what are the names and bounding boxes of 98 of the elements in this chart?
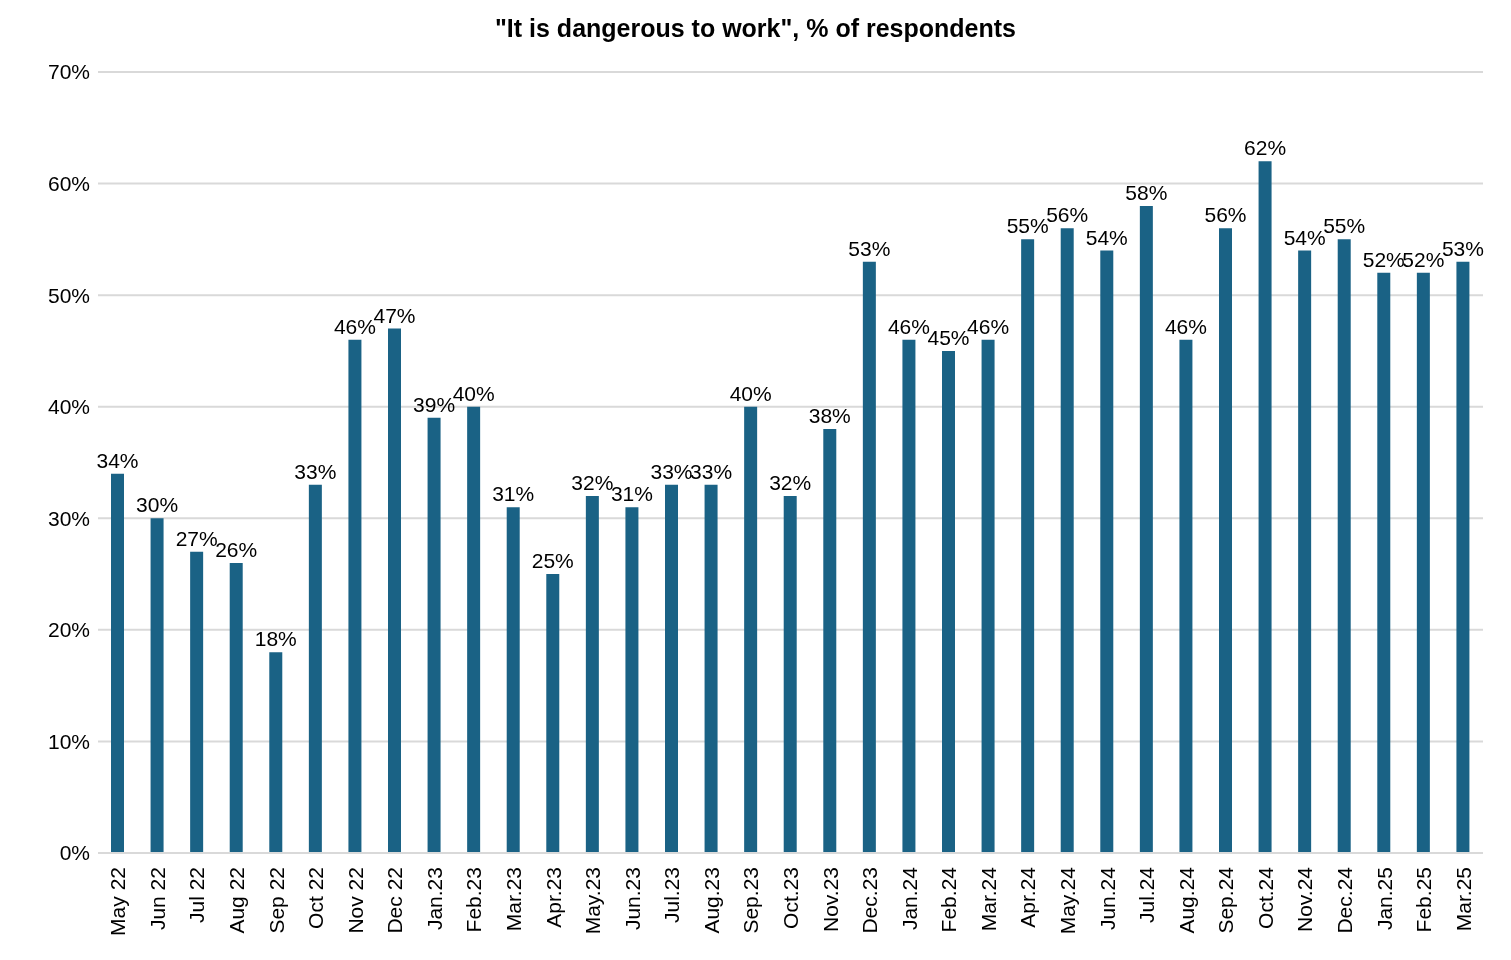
x-tick-label: Sep.23 (739, 867, 763, 934)
bar (902, 339, 916, 853)
data-label: 46% (887, 314, 930, 338)
x-tick-label: Oct 22 (304, 867, 328, 929)
x-tick-label: Jan.24 (897, 866, 921, 931)
data-label: 58% (1125, 180, 1168, 204)
data-label: 54% (1085, 225, 1128, 249)
chart-title: "It is dangerous to work", % of respondents (494, 13, 1017, 44)
y-tick-label: 70% (47, 60, 90, 84)
data-label: 30% (136, 493, 179, 517)
bar (1021, 239, 1035, 853)
bar (1258, 161, 1272, 853)
x-tick-label: Oct.23 (779, 867, 802, 929)
x-tick-label: Jul.23 (660, 867, 684, 924)
bar (427, 417, 441, 853)
bar (546, 574, 560, 853)
data-label: 34% (96, 448, 139, 472)
x-tick-label: Mar.25 (1451, 867, 1475, 932)
bar (704, 484, 718, 853)
data-label: 31% (492, 482, 535, 506)
bar (506, 507, 520, 853)
data-label: 40% (729, 381, 772, 405)
y-tick-label: 60% (47, 172, 90, 196)
x-tick-label: Aug 22 (225, 867, 248, 934)
x-tick-label: Dec.23 (858, 867, 882, 934)
x-tick-label: Mar.23 (502, 867, 525, 932)
x-tick-label: May 22 (106, 867, 130, 936)
bar (1456, 261, 1470, 853)
x-tick-label: Jan.23 (422, 867, 446, 931)
y-tick-label: 10% (47, 729, 90, 753)
x-tick-label: May.24 (1056, 866, 1079, 935)
bar (942, 350, 955, 853)
bar (111, 473, 124, 853)
data-label: 38% (808, 404, 851, 428)
data-label: 53% (848, 236, 891, 260)
data-label: 18% (254, 627, 297, 651)
x-tick-label: Apr.23 (541, 867, 565, 928)
x-tick-label: Jul.24 (1135, 866, 1159, 924)
bar (665, 484, 678, 853)
bar (190, 551, 204, 853)
x-tick-label: Aug.23 (699, 867, 723, 934)
bar (1219, 228, 1232, 853)
bar (269, 652, 283, 853)
bar (1298, 250, 1312, 853)
x-tick-label: Nov.23 (818, 867, 842, 932)
x-tick-label: Feb.24 (937, 866, 961, 933)
data-label: 25% (531, 549, 574, 573)
bar (625, 507, 639, 853)
bar (308, 484, 322, 853)
x-tick-label: Sep.24 (1214, 866, 1238, 934)
x-tick-label: Jul 22 (185, 867, 209, 924)
bar (744, 406, 758, 853)
x-tick-label: Feb.25 (1412, 867, 1436, 933)
y-tick-label: 0% (59, 841, 90, 865)
y-tick-label: 40% (47, 395, 90, 419)
data-label: 52% (1362, 247, 1405, 271)
x-tick-label: Dec 22 (383, 867, 407, 934)
x-tick-label: Jun.23 (620, 867, 644, 931)
bar (1060, 228, 1074, 853)
bar (467, 406, 481, 853)
data-label: 32% (769, 470, 812, 494)
bar (1100, 250, 1114, 853)
data-label: 33% (690, 459, 733, 483)
data-label: 46% (1164, 314, 1207, 338)
bar (862, 261, 876, 853)
bar (585, 495, 599, 853)
data-label: 33% (294, 459, 337, 483)
bar (823, 429, 837, 853)
x-tick-label: Nov.24 (1293, 866, 1317, 932)
x-tick-label: Nov 22 (343, 867, 367, 934)
y-tick-label: 20% (47, 618, 90, 642)
x-tick-label: Aug.24 (1174, 866, 1198, 934)
bar (1179, 339, 1193, 853)
bar (1139, 205, 1153, 853)
data-label: 56% (1204, 203, 1247, 227)
bar (150, 518, 164, 853)
y-tick-label: 30% (47, 506, 90, 530)
bar (348, 339, 362, 853)
x-tick-label: Mar.24 (976, 866, 1000, 932)
bar (229, 562, 243, 853)
x-tick-label: Jun.24 (1095, 866, 1119, 931)
data-label: 62% (1244, 136, 1287, 160)
bar (1416, 272, 1430, 853)
x-tick-label: Oct.24 (1253, 866, 1277, 929)
bar (388, 328, 401, 853)
x-tick-label: Jun 22 (145, 867, 169, 931)
x-tick-label: Apr.24 (1016, 866, 1040, 928)
x-tick-label: Sep 22 (264, 867, 288, 934)
bar (981, 339, 995, 853)
data-label: 33% (650, 459, 693, 483)
y-tick-label: 50% (47, 283, 90, 307)
x-tick-label: Feb.23 (462, 867, 486, 933)
bar (783, 495, 797, 853)
x-tick-label: Jan.25 (1372, 867, 1396, 931)
bar (1337, 239, 1351, 853)
x-tick-label: May.23 (581, 867, 605, 935)
bar (1377, 272, 1391, 853)
x-tick-label: Dec.24 (1333, 866, 1356, 934)
